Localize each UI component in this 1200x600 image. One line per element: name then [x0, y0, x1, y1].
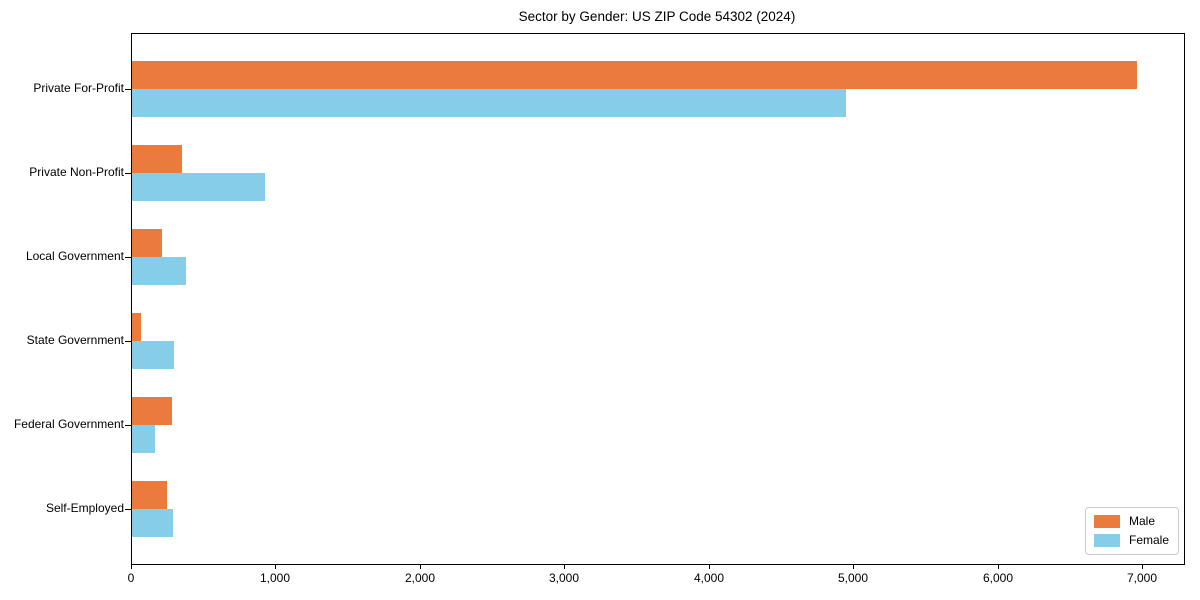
- legend-swatch-male: [1093, 515, 1120, 528]
- bar-male-private-for-profit: [132, 61, 1137, 89]
- y-tick-mark: [125, 89, 131, 90]
- y-axis-labels: Private For-Profit Private Non-Profit Loca…: [0, 33, 124, 563]
- x-tick-mark: [564, 564, 565, 569]
- x-tick-label: 4,000: [693, 571, 725, 585]
- bar-male-self-employed: [132, 481, 167, 509]
- x-tick-label: 6,000: [982, 571, 1014, 585]
- x-tick-mark: [709, 564, 710, 569]
- y-tick-label: Private Non-Profit: [29, 165, 124, 179]
- x-tick-mark: [853, 564, 854, 569]
- legend-swatch-female: [1093, 534, 1120, 547]
- x-tick-mark: [998, 564, 999, 569]
- plot-area: Male Female: [125, 33, 1185, 565]
- y-tick-label: State Government: [26, 333, 124, 347]
- x-tick-mark: [131, 564, 132, 569]
- legend: Male Female: [1084, 507, 1179, 555]
- x-tick-label: 0: [127, 571, 135, 585]
- y-tick-label: Local Government: [25, 249, 124, 263]
- y-tick-mark: [125, 425, 131, 426]
- y-tick-label: Federal Government: [13, 417, 124, 431]
- y-tick-mark: [125, 341, 131, 342]
- legend-entry-female: Female: [1093, 533, 1169, 547]
- y-tick-mark: [125, 509, 131, 510]
- bar-male-state-government: [132, 313, 141, 341]
- bar-female-private-for-profit: [132, 89, 846, 117]
- bar-male-private-non-profit: [132, 145, 182, 173]
- y-tick-label: Private For-Profit: [33, 81, 124, 95]
- y-tick-mark: [125, 257, 131, 258]
- bar-female-state-government: [132, 341, 174, 369]
- bar-male-federal-government: [132, 397, 172, 425]
- bar-female-private-non-profit: [132, 173, 265, 201]
- x-tick-mark: [275, 564, 276, 569]
- legend-entry-male: Male: [1093, 514, 1169, 528]
- bar-female-federal-government: [132, 425, 155, 453]
- x-tick-label: 5,000: [837, 571, 869, 585]
- x-tick-label: 1,000: [259, 571, 291, 585]
- x-tick-mark: [1142, 564, 1143, 569]
- legend-label: Male: [1128, 514, 1155, 528]
- x-tick-label: 3,000: [548, 571, 580, 585]
- y-tick-mark: [125, 173, 131, 174]
- legend-label: Female: [1128, 533, 1169, 547]
- bar-female-self-employed: [132, 509, 173, 537]
- bar-male-local-government: [132, 229, 162, 257]
- chart-title: Sector by Gender: US ZIP Code 54302 (202…: [518, 9, 796, 24]
- bar-female-local-government: [132, 257, 186, 285]
- x-tick-label: 2,000: [404, 571, 436, 585]
- x-tick-label: 7,000: [1126, 571, 1158, 585]
- x-tick-mark: [420, 564, 421, 569]
- y-tick-label: Self-Employed: [45, 501, 124, 515]
